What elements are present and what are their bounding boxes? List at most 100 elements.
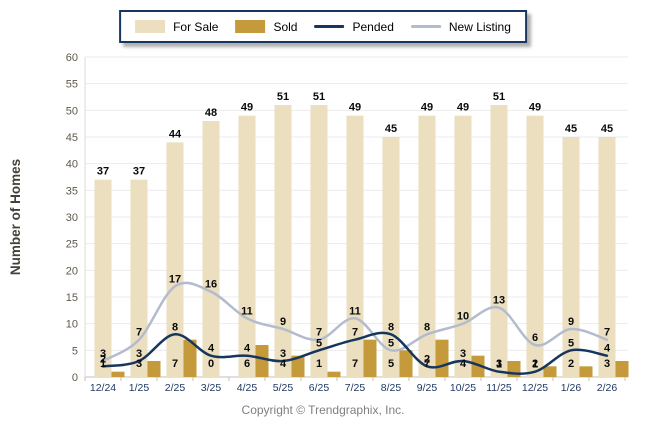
legend-label-new-listing: New Listing	[448, 19, 511, 34]
value-label-sold: 6	[244, 358, 250, 370]
y-tick-label: 55	[66, 79, 78, 91]
bar-sold	[183, 339, 197, 377]
legend-label-for-sale: For Sale	[173, 19, 219, 34]
value-label-for-sale: 49	[529, 102, 541, 114]
x-tick-label: 1/26	[561, 382, 582, 394]
y-tick-label: 15	[66, 292, 78, 304]
value-label-for-sale: 49	[421, 102, 433, 114]
x-tick-label: 3/25	[201, 382, 222, 394]
value-label-new-listing: 9	[280, 316, 286, 328]
value-label-sold: 3	[136, 358, 142, 370]
legend-item-sold: Sold	[235, 20, 297, 34]
bar-for-sale	[346, 115, 364, 378]
value-label-sold: 4	[280, 358, 287, 370]
legend-label-pended: Pended	[352, 19, 394, 34]
value-label-pended: 8	[172, 321, 178, 333]
value-label-sold: 4	[460, 358, 467, 370]
x-tick-label: 6/25	[309, 382, 330, 394]
value-label-sold: 2	[532, 358, 538, 370]
x-tick-label: 10/25	[450, 382, 476, 394]
value-label-for-sale: 45	[601, 123, 613, 135]
value-label-pended: 5	[316, 337, 322, 349]
y-tick-label: 10	[66, 319, 78, 331]
y-tick-label: 60	[66, 52, 78, 64]
value-label-for-sale: 37	[97, 166, 109, 178]
value-label-new-listing: 7	[604, 327, 610, 339]
pended-line-icon	[314, 25, 345, 28]
value-label-sold: 5	[388, 358, 394, 370]
bar-for-sale	[202, 121, 220, 377]
bar-sold	[615, 361, 629, 377]
value-label-pended: 5	[568, 337, 574, 349]
value-label-for-sale: 44	[169, 128, 182, 140]
bar-sold	[471, 355, 485, 377]
value-label-sold: 7	[172, 358, 178, 370]
bar-sold	[327, 371, 341, 377]
x-tick-label: 2/26	[597, 382, 618, 394]
bar-for-sale	[562, 137, 580, 377]
new-listing-line	[101, 281, 609, 363]
value-label-new-listing: 9	[568, 316, 574, 328]
bar-for-sale	[130, 179, 148, 377]
x-tick-label: 12/24	[90, 382, 116, 394]
bar-sold	[579, 366, 593, 377]
x-tick-label: 11/25	[486, 382, 512, 394]
value-label-pended: 3	[280, 348, 286, 360]
bar-for-sale	[274, 105, 292, 377]
value-label-new-listing: 11	[349, 305, 361, 317]
bar-for-sale	[490, 105, 508, 377]
y-tick-label: 25	[66, 239, 78, 251]
bar-sold	[111, 371, 125, 377]
y-tick-label: 35	[66, 185, 78, 197]
bar-sold	[399, 350, 413, 377]
value-label-new-listing: 13	[493, 295, 505, 307]
legend: For Sale Sold Pended New Listing	[119, 10, 527, 43]
value-label-pended: 3	[136, 348, 142, 360]
value-label-for-sale: 48	[205, 107, 217, 119]
value-label-new-listing: 8	[424, 321, 430, 333]
value-label-new-listing: 10	[457, 311, 469, 323]
value-label-for-sale: 49	[349, 102, 361, 114]
value-label-pended: 4	[244, 343, 251, 355]
bar-sold	[363, 339, 377, 377]
bar-for-sale	[382, 137, 400, 377]
value-label-new-listing: 16	[205, 279, 217, 291]
value-label-new-listing: 5	[388, 337, 394, 349]
x-tick-label: 9/25	[417, 382, 438, 394]
y-tick-label: 40	[66, 159, 78, 171]
bar-for-sale	[94, 179, 112, 377]
x-tick-label: 7/25	[345, 382, 366, 394]
bar-for-sale	[238, 115, 256, 378]
new-listing-line-icon	[410, 25, 441, 28]
y-tick-label: 0	[72, 372, 78, 384]
value-label-for-sale: 51	[493, 91, 505, 103]
value-label-pended: 8	[388, 321, 394, 333]
copyright-text: Copyright © Trendgraphix, Inc.	[241, 403, 405, 417]
for-sale-swatch-icon	[135, 20, 166, 33]
value-label-for-sale: 45	[565, 123, 577, 135]
pended-line	[101, 331, 609, 375]
value-label-new-listing: 7	[316, 327, 322, 339]
x-tick-label: 5/25	[273, 382, 294, 394]
bar-for-sale	[598, 137, 616, 377]
value-label-pended: 3	[460, 348, 466, 360]
value-label-for-sale: 49	[241, 102, 253, 114]
value-label-new-listing: 7	[136, 327, 142, 339]
value-label-sold: 7	[352, 358, 358, 370]
value-label-new-listing: 17	[169, 273, 181, 285]
value-label-sold: 7	[424, 358, 430, 370]
bar-for-sale	[166, 142, 184, 377]
y-tick-label: 50	[66, 105, 78, 117]
value-label-sold: 3	[604, 358, 610, 370]
value-label-sold: 1	[100, 358, 106, 370]
legend-item-new-listing: New Listing	[410, 19, 511, 34]
value-label-for-sale: 49	[457, 102, 469, 114]
bar-for-sale	[454, 115, 472, 378]
value-label-sold: 2	[568, 358, 574, 370]
y-axis-title: Number of Homes	[8, 159, 23, 275]
bar-sold	[147, 361, 161, 377]
value-label-pended: 1	[532, 359, 538, 371]
value-label-pended: 7	[352, 327, 358, 339]
value-label-sold: 0	[208, 358, 214, 370]
